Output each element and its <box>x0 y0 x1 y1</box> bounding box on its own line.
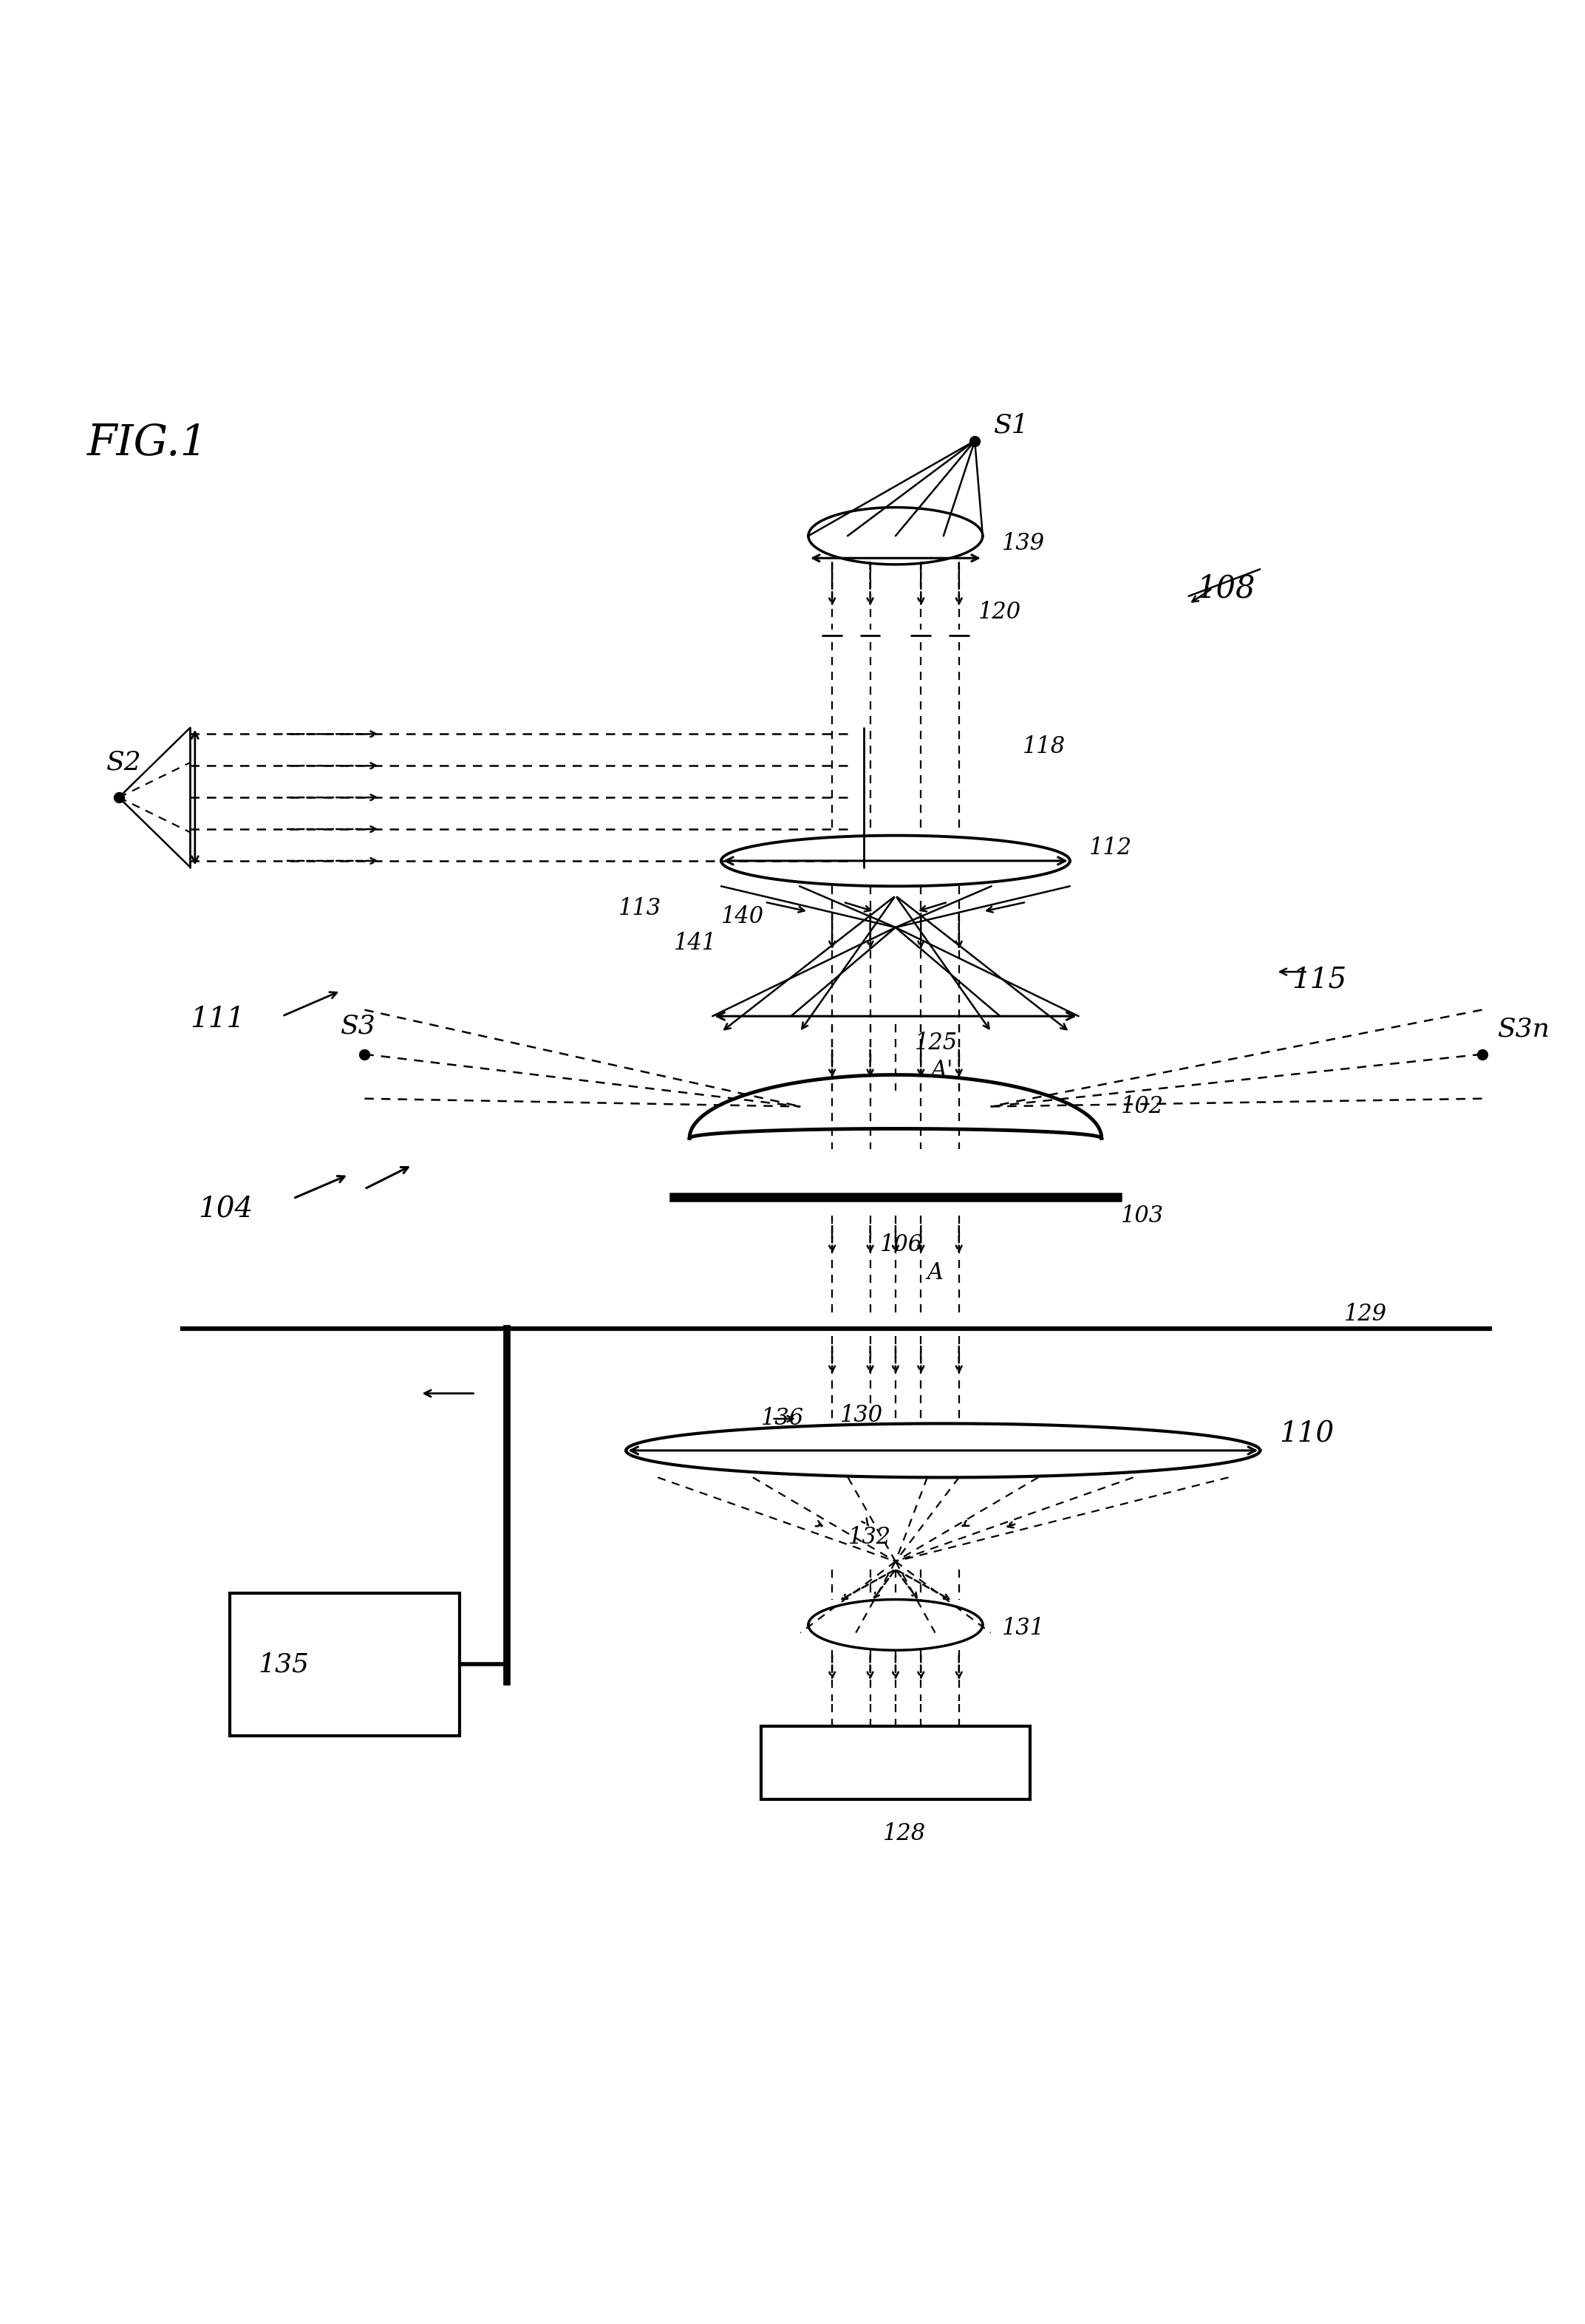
Text: 108: 108 <box>1197 572 1255 604</box>
Text: 128: 128 <box>883 1822 926 1845</box>
Text: 131: 131 <box>1002 1618 1045 1638</box>
Text: S2: S2 <box>106 751 141 776</box>
Text: 132: 132 <box>848 1527 891 1550</box>
Text: S3n: S3n <box>1498 1016 1550 1041</box>
Text: 141: 141 <box>674 932 716 955</box>
Text: 115: 115 <box>1292 967 1347 992</box>
Text: 130: 130 <box>840 1404 883 1427</box>
Text: 140: 140 <box>721 904 764 927</box>
Text: 113: 113 <box>618 897 661 920</box>
FancyBboxPatch shape <box>230 1594 460 1736</box>
Text: 112: 112 <box>1089 837 1132 860</box>
Text: 129: 129 <box>1344 1304 1387 1325</box>
FancyBboxPatch shape <box>761 1727 1030 1799</box>
Text: 139: 139 <box>1002 532 1045 555</box>
Text: A: A <box>927 1262 943 1285</box>
Text: 102: 102 <box>1121 1095 1163 1118</box>
Text: 125: 125 <box>915 1032 957 1055</box>
Text: S3: S3 <box>341 1013 376 1039</box>
Text: 118: 118 <box>1022 734 1065 758</box>
Text: A': A' <box>930 1060 953 1081</box>
Text: 136: 136 <box>761 1408 804 1429</box>
Text: 135: 135 <box>258 1652 309 1678</box>
Text: S1: S1 <box>994 411 1029 437</box>
Text: 104: 104 <box>198 1197 254 1222</box>
Text: 103: 103 <box>1121 1204 1163 1227</box>
Text: 120: 120 <box>978 600 1021 623</box>
Text: 106: 106 <box>880 1234 922 1255</box>
Text: 111: 111 <box>190 1006 246 1032</box>
Text: FIG.1: FIG.1 <box>87 423 208 465</box>
Text: 110: 110 <box>1279 1420 1335 1448</box>
